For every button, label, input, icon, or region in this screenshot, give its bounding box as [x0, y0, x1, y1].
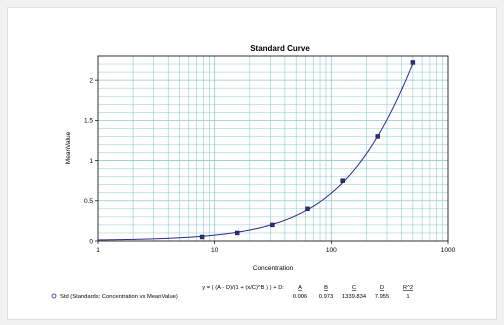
fit-column-header: C — [352, 285, 356, 291]
data-point — [340, 178, 345, 183]
standard-curve-chart: Standard Curve 1 10 100 1000 0 0.5 1 1.5 2 Conce… — [51, 44, 456, 300]
fit-curve — [97, 60, 415, 241]
y-tick-label: 1.5 — [84, 118, 93, 125]
legend-marker — [51, 293, 57, 299]
legend-series-label: Std (Standards: Concentration vs MeanVal… — [60, 294, 178, 300]
x-tick-label: 1 — [96, 247, 100, 254]
fit-column-value: 1 — [406, 294, 409, 300]
fit-column-value: 0.006 — [293, 294, 308, 300]
data-points — [199, 60, 416, 240]
data-point — [375, 134, 380, 139]
grid-lines — [98, 56, 448, 241]
fit-column-header: D — [380, 285, 384, 291]
x-tick-label: 100 — [326, 247, 337, 254]
data-point — [305, 206, 310, 212]
fit-equation: y = ( (A - D)/(1 + (x/C)^B ) ) + D: — [202, 285, 284, 291]
x-axis-label: Concentration — [253, 265, 294, 272]
y-tick-label: 0 — [89, 238, 93, 245]
fit-column-value: 7.955 — [375, 294, 390, 300]
fit-table: A 0.006 B 0.973 C 1339.834 D 7.955 R^2 1 — [293, 285, 413, 300]
plot-frame — [97, 55, 449, 242]
data-point — [410, 60, 416, 65]
y-tick-label: 1 — [89, 158, 93, 165]
x-tick-label: 1000 — [441, 247, 456, 254]
y-axis-label: MeanValue — [65, 131, 72, 164]
fit-column-value: 1339.834 — [342, 294, 367, 300]
axis-ticks: 1 10 100 1000 0 0.5 1 1.5 2 — [84, 77, 456, 254]
fit-column-value: 0.973 — [319, 294, 334, 300]
x-tick-label: 10 — [211, 247, 219, 254]
fit-column-header: R^2 — [403, 285, 413, 291]
data-point — [234, 230, 240, 236]
y-tick-label: 0.5 — [84, 198, 93, 205]
y-tick-label: 2 — [89, 77, 93, 84]
fit-column-header: A — [298, 285, 302, 291]
fit-column-header: B — [324, 285, 328, 291]
chart-card: Standard Curve 1 10 100 1000 0 0.5 1 1.5 2 Conce… — [7, 7, 497, 320]
data-point — [199, 234, 205, 240]
chart-title: Standard Curve — [250, 44, 310, 53]
data-point — [270, 222, 275, 228]
